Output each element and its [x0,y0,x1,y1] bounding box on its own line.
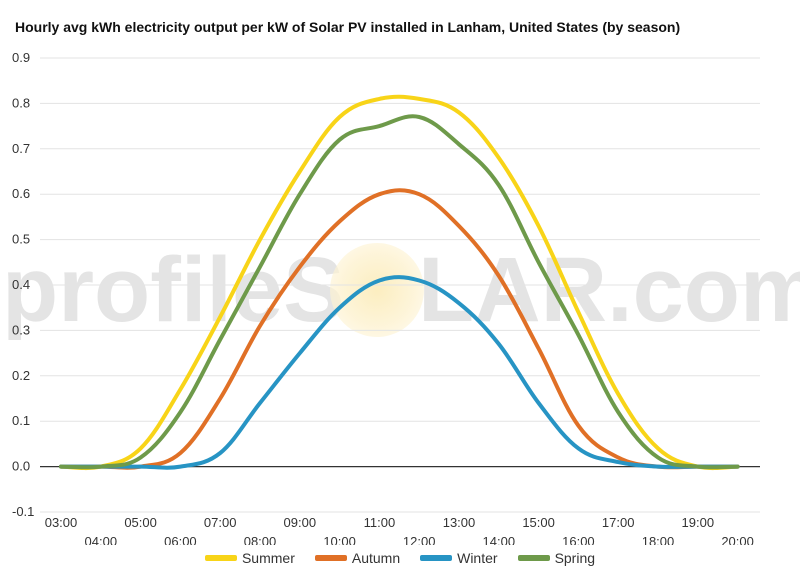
legend-swatch-summer [204,555,237,561]
y-tick-label: 0.5 [12,232,30,247]
x-tick-label: 06:00 [164,534,197,545]
legend-swatch-autumn [314,555,347,561]
x-tick-label: 08:00 [244,534,277,545]
x-tick-label: 16:00 [562,534,595,545]
y-tick-label: 0.0 [12,459,30,474]
legend-swatch-winter [420,555,453,561]
x-tick-label: 09:00 [284,515,317,530]
legend: Summer Autumn Winter Spring [0,549,800,567]
y-tick-label: 0.9 [12,50,30,65]
legend-label-autumn: Autumn [351,550,401,566]
x-tick-label: 17:00 [602,515,635,530]
y-tick-label: 0.3 [12,322,30,337]
legend-label-spring: Spring [554,550,596,566]
y-tick-label: 0.1 [12,413,30,428]
x-tick-label: 10:00 [323,534,356,545]
x-tick-label: 13:00 [443,515,476,530]
legend-item-autumn[interactable]: Autumn [314,549,401,567]
legend-item-summer[interactable]: Summer [204,549,295,567]
chart-title: Hourly avg kWh electricity output per kW… [15,19,681,35]
legend-label-winter: Winter [457,550,498,566]
y-tick-label: 0.6 [12,186,30,201]
x-tick-label: 20:00 [721,534,754,545]
x-tick-label: 05:00 [124,515,157,530]
x-tick-label: 19:00 [682,515,715,530]
series-line-autumn [59,188,740,470]
x-tick-label: 18:00 [642,534,675,545]
x-tick-label: 14:00 [483,534,516,545]
legend-label-summer: Summer [241,550,295,566]
y-tick-label: 0.8 [12,95,30,110]
x-tick-label: 04:00 [85,534,118,545]
y-tick-label: -0.1 [12,504,34,519]
legend-item-spring[interactable]: Spring [517,549,596,567]
legend-item-winter[interactable]: Winter [420,549,498,567]
y-tick-label: 0.2 [12,368,30,383]
x-tick-label: 07:00 [204,515,237,530]
series-line-winter [59,275,740,470]
x-tick-label: 03:00 [45,515,78,530]
line-chart: -0.1 0.0 0.1 0.2 0.3 0.4 0.5 0.6 0.7 0.8 0.9 03:00 0… [12,50,760,545]
y-tick-label: 0.4 [12,277,30,292]
x-tick-label: 15:00 [522,515,555,530]
series-line-spring [59,114,740,470]
series-line-summer [59,94,740,471]
x-tick-label: 11:00 [364,515,396,530]
x-tick-label: 12:00 [403,534,436,545]
legend-swatch-spring [517,555,550,561]
y-tick-label: 0.7 [12,141,30,156]
